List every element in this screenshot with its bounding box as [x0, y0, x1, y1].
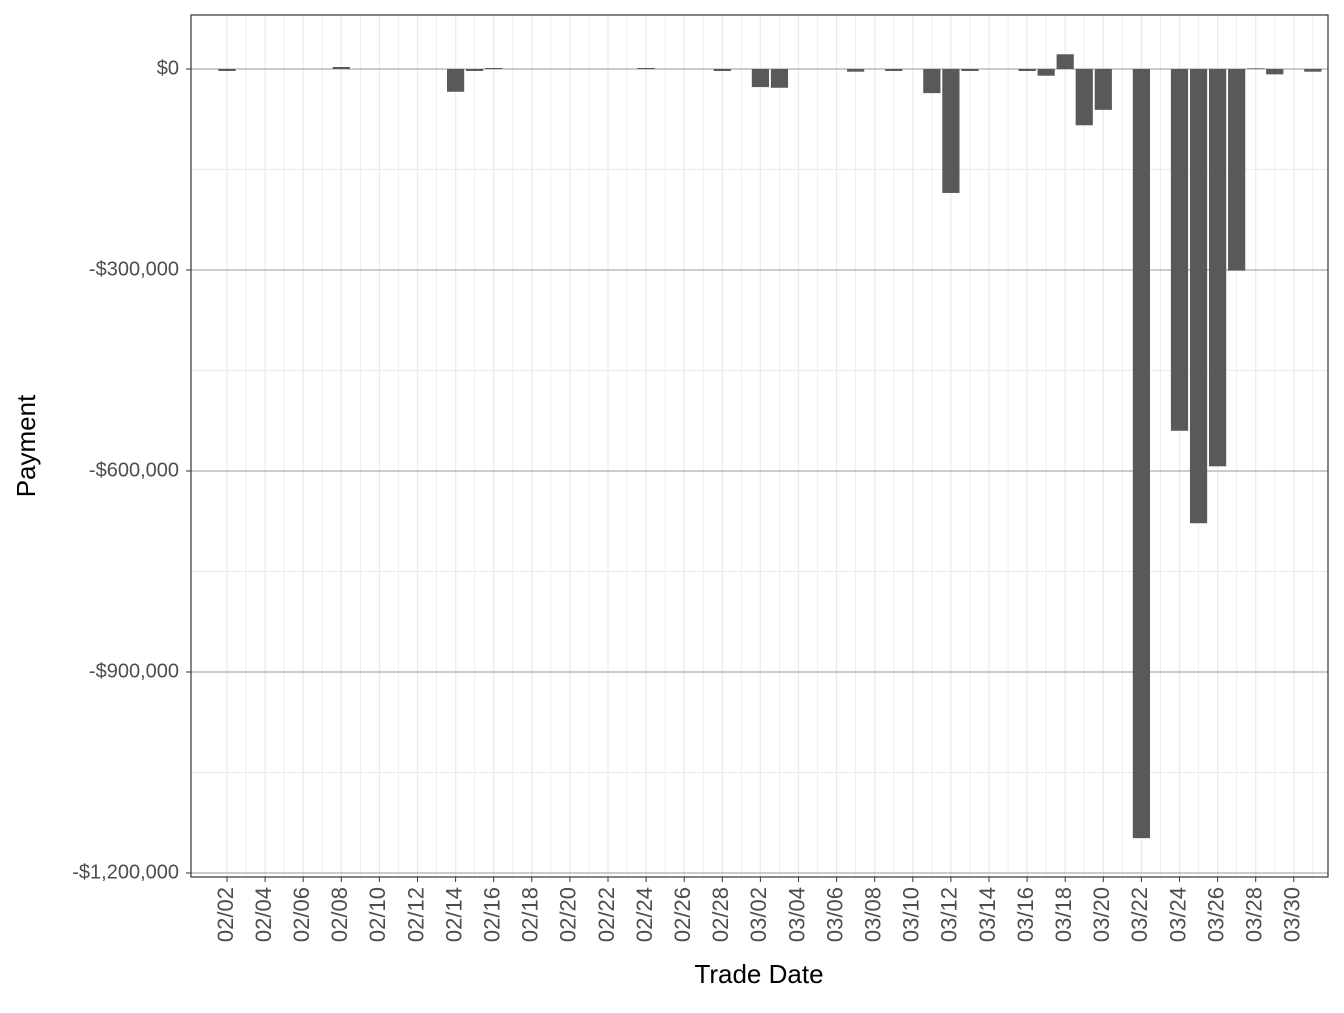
bar [447, 69, 465, 92]
bar [885, 69, 903, 72]
bar [1247, 68, 1265, 70]
bar [923, 69, 941, 94]
x-tick-label: 03/14 [975, 887, 1000, 942]
bar [1056, 54, 1074, 70]
x-tick-label: 03/22 [1127, 887, 1152, 942]
x-tick-label: 03/24 [1165, 887, 1190, 942]
x-tick-label: 02/24 [632, 887, 657, 942]
x-tick-label: 02/02 [213, 887, 238, 942]
bar [1018, 69, 1036, 72]
y-axis-title: Payment [11, 394, 41, 497]
x-tick-label: 03/04 [784, 887, 809, 942]
x-tick-label: 02/20 [556, 887, 581, 942]
x-tick-label: 02/28 [708, 887, 733, 942]
x-tick-label: 02/22 [594, 887, 619, 942]
bar [1037, 69, 1055, 76]
bar [1132, 69, 1150, 839]
x-tick-label: 02/08 [327, 887, 352, 942]
bar [332, 66, 350, 70]
x-tick-label: 03/26 [1203, 887, 1228, 942]
x-tick-label: 02/14 [441, 887, 466, 942]
x-tick-label: 02/10 [365, 887, 390, 942]
x-tick-label: 02/04 [251, 887, 276, 942]
x-tick-label: 02/18 [518, 887, 543, 942]
x-tick-label: 02/06 [289, 887, 314, 942]
x-tick-label: 03/28 [1242, 887, 1267, 942]
bar [1075, 69, 1093, 126]
bar [942, 69, 960, 193]
bar [1189, 69, 1208, 524]
plot-background [191, 15, 1328, 877]
x-tick-label: 03/08 [861, 887, 886, 942]
bar [751, 69, 769, 88]
y-tick-label: -$300,000 [89, 258, 179, 280]
bar [466, 69, 484, 72]
x-tick-label: 03/10 [899, 887, 924, 942]
y-tick-label: -$1,200,000 [72, 861, 179, 883]
x-tick-label: 03/20 [1089, 887, 1114, 942]
bar [485, 67, 503, 70]
bar [847, 69, 865, 72]
y-tick-label: -$900,000 [89, 660, 179, 682]
bar [218, 69, 236, 72]
x-tick-label: 03/12 [937, 887, 962, 942]
x-tick-label: 03/06 [822, 887, 847, 942]
x-tick-label: 03/18 [1051, 887, 1076, 942]
x-tick-label: 02/26 [670, 887, 695, 942]
plot-border [190, 14, 1329, 878]
y-tick-label: $0 [157, 57, 179, 79]
bar [961, 69, 979, 72]
bar [1170, 69, 1189, 431]
bar [1209, 69, 1227, 467]
bar [637, 67, 655, 70]
x-tick-label: 03/02 [746, 887, 771, 942]
bar [1266, 69, 1284, 75]
y-tick-label: -$600,000 [89, 459, 179, 481]
x-tick-label: 03/16 [1013, 887, 1038, 942]
bar [1228, 69, 1246, 271]
x-tick-label: 02/12 [403, 887, 428, 942]
x-tick-label: 02/16 [480, 887, 505, 942]
x-tick-label: 03/30 [1280, 887, 1305, 942]
bar [770, 69, 789, 88]
bar [1304, 69, 1322, 72]
bar [713, 69, 731, 72]
bar [1094, 69, 1112, 110]
x-axis-title: Trade Date [694, 959, 823, 989]
